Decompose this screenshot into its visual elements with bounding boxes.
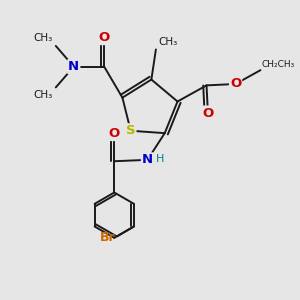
Text: O: O [202,106,214,119]
Text: N: N [142,153,153,166]
Text: N: N [68,60,79,73]
Text: CH₃: CH₃ [33,33,52,43]
Text: CH₂CH₃: CH₂CH₃ [262,60,295,69]
Text: O: O [99,31,110,44]
Text: Br: Br [100,231,116,244]
Text: O: O [230,77,241,91]
Text: H: H [156,154,165,164]
Text: CH₃: CH₃ [33,90,52,100]
Text: O: O [109,127,120,140]
Text: CH₃: CH₃ [158,37,177,47]
Text: S: S [126,124,136,137]
